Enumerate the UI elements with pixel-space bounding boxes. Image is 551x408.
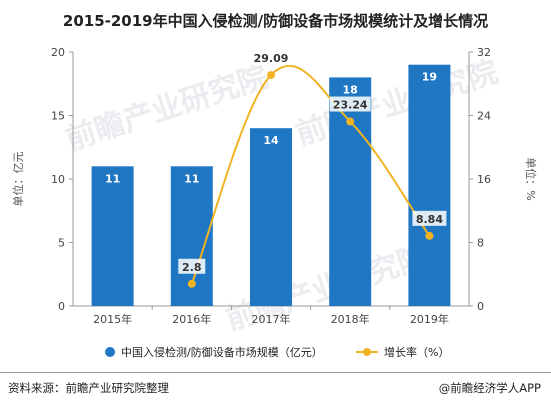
bar	[329, 77, 372, 307]
footer-divider	[0, 372, 551, 373]
x-tick-label: 2016年	[172, 312, 211, 326]
y-left-tick-label: 0	[58, 300, 65, 313]
growth-rate-point	[187, 279, 196, 288]
rate-label-bg	[250, 50, 292, 66]
rate-label-bg	[178, 258, 206, 274]
y-right-tick-label: 16	[477, 173, 491, 186]
watermark: 前瞻产业研究院	[62, 59, 273, 157]
y-right-tick-label: 8	[477, 237, 484, 250]
growth-rate-point	[346, 117, 355, 126]
growth-rate-point	[267, 71, 275, 80]
y-right-tick-label: 0	[477, 300, 484, 313]
legend-line-dot	[363, 348, 371, 356]
x-tick-label: 2015年	[93, 312, 132, 326]
bar-value-label: 11	[105, 172, 120, 185]
y-left-tick-label: 20	[51, 46, 65, 59]
rate-label-bg	[329, 96, 371, 112]
bar	[408, 64, 451, 306]
watermark: 前瞻产业研究院	[292, 54, 503, 152]
bar-value-label: 19	[422, 71, 437, 84]
bar-value-label: 14	[263, 134, 279, 147]
y-left-tick-label: 10	[51, 173, 65, 186]
growth-rate-label: 23.24	[333, 99, 368, 112]
growth-rate-label: 8.84	[416, 213, 443, 226]
growth-rate-label: 29.09	[254, 52, 289, 65]
x-tick-label: 2017年	[252, 312, 291, 326]
x-tick-label: 2018年	[331, 312, 370, 326]
legend-line-label: 增长率（%）	[384, 345, 449, 359]
bar-value-label: 11	[184, 172, 199, 185]
x-tick-label: 2019年	[410, 312, 449, 326]
y-right-tick-label: 32	[477, 46, 491, 59]
y-axis-left-title: 单位：亿元	[11, 152, 25, 207]
bar	[250, 128, 292, 306]
growth-rate-label: 2.8	[182, 261, 202, 274]
rate-label-bg	[412, 210, 447, 226]
credit-note: @前瞻经济学人APP	[438, 381, 541, 395]
growth-rate-line	[190, 64, 431, 285]
legend-bar-marker	[105, 347, 115, 357]
y-left-tick-label: 15	[51, 110, 65, 123]
y-left-tick-label: 5	[58, 237, 65, 250]
y-axis-right-title: 单位：%	[524, 157, 538, 200]
chart: 前瞻产业研究院 前瞻产业研究院前瞻产业研究院0510152008162432单位：…	[11, 46, 538, 359]
source-note: 资料来源：前瞻产业研究院整理	[8, 381, 169, 395]
bar	[91, 166, 134, 306]
legend-bar-label: 中国入侵检测/防御设备市场规模（亿元）	[121, 345, 323, 359]
chart-title: 2015-2019年中国入侵检测/防御设备市场规模统计及增长情况	[62, 12, 489, 30]
y-right-tick-label: 24	[477, 110, 491, 123]
bar-value-label: 18	[343, 83, 358, 96]
growth-rate-point	[425, 231, 434, 240]
